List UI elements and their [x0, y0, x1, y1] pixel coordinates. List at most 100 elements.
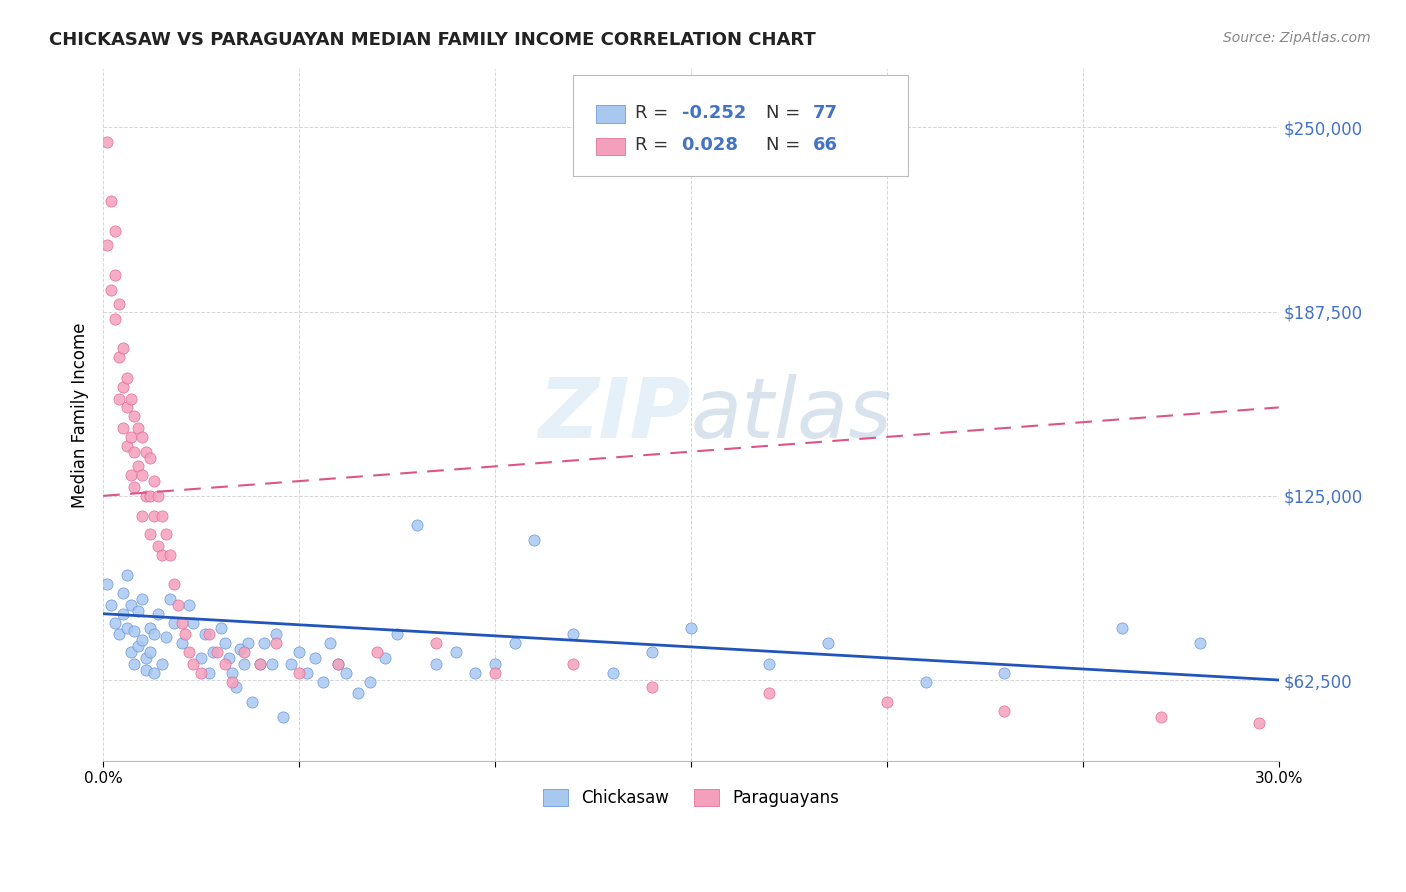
Text: ZIP: ZIP: [538, 375, 690, 455]
Point: [115, 401, 138, 415]
Point: [115, 439, 138, 453]
Point: [131, 633, 153, 648]
Point: [96, 238, 118, 252]
Point: [115, 622, 138, 636]
Point: [264, 636, 287, 650]
Text: R =: R =: [634, 103, 673, 122]
Point: [915, 674, 938, 689]
Point: [139, 450, 162, 465]
Text: 77: 77: [813, 103, 838, 122]
Point: [127, 421, 149, 435]
Point: [319, 636, 342, 650]
Point: [221, 665, 243, 680]
Point: [146, 539, 169, 553]
Point: [150, 548, 173, 562]
Point: [174, 627, 197, 641]
Point: [143, 509, 166, 524]
Point: [273, 710, 295, 724]
FancyBboxPatch shape: [596, 105, 626, 122]
Point: [641, 645, 664, 659]
Point: [120, 645, 142, 659]
Point: [218, 651, 240, 665]
Point: [111, 342, 134, 356]
Point: [179, 645, 201, 659]
Point: [876, 695, 898, 709]
Text: Source: ZipAtlas.com: Source: ZipAtlas.com: [1223, 31, 1371, 45]
Point: [1249, 715, 1271, 730]
Point: [104, 268, 127, 282]
Point: [124, 480, 146, 494]
Point: [993, 665, 1015, 680]
Point: [155, 527, 177, 541]
Point: [146, 489, 169, 503]
Point: [135, 489, 157, 503]
Point: [641, 681, 664, 695]
Point: [679, 622, 702, 636]
Text: 0.028: 0.028: [682, 136, 738, 154]
Point: [1189, 636, 1212, 650]
Point: [135, 651, 157, 665]
Point: [405, 518, 427, 533]
Point: [562, 657, 585, 671]
FancyBboxPatch shape: [574, 76, 908, 176]
Point: [127, 639, 149, 653]
Point: [503, 636, 526, 650]
Text: 66: 66: [813, 136, 838, 154]
Point: [225, 681, 247, 695]
Point: [107, 627, 129, 641]
Point: [1111, 622, 1133, 636]
Text: atlas: atlas: [690, 375, 893, 455]
Point: [120, 598, 142, 612]
Point: [198, 665, 221, 680]
Point: [135, 444, 157, 458]
Point: [288, 645, 311, 659]
Point: [139, 645, 162, 659]
Point: [163, 615, 186, 630]
Point: [311, 674, 333, 689]
Point: [120, 392, 142, 406]
Point: [131, 468, 153, 483]
Point: [201, 645, 224, 659]
Point: [328, 657, 350, 671]
Point: [139, 489, 162, 503]
Point: [198, 627, 221, 641]
Point: [124, 657, 146, 671]
Point: [179, 598, 201, 612]
Point: [104, 312, 127, 326]
Point: [425, 636, 447, 650]
Point: [758, 686, 780, 700]
Point: [131, 430, 153, 444]
Point: [181, 657, 204, 671]
Point: [100, 598, 122, 612]
Point: [194, 627, 217, 641]
Point: [347, 686, 370, 700]
Legend: Chickasaw, Paraguayans: Chickasaw, Paraguayans: [534, 780, 848, 815]
Point: [425, 657, 447, 671]
Point: [115, 568, 138, 582]
Point: [190, 651, 212, 665]
Text: CHICKASAW VS PARAGUAYAN MEDIAN FAMILY INCOME CORRELATION CHART: CHICKASAW VS PARAGUAYAN MEDIAN FAMILY IN…: [49, 31, 815, 49]
Y-axis label: Median Family Income: Median Family Income: [72, 322, 89, 508]
Point: [295, 665, 318, 680]
Point: [170, 615, 193, 630]
Point: [385, 627, 408, 641]
Point: [124, 444, 146, 458]
Point: [366, 645, 388, 659]
Point: [104, 615, 127, 630]
Point: [111, 607, 134, 621]
Point: [135, 663, 157, 677]
Text: N =: N =: [766, 136, 806, 154]
Point: [562, 627, 585, 641]
Point: [131, 509, 153, 524]
Point: [120, 430, 142, 444]
Point: [221, 674, 243, 689]
Point: [1150, 710, 1173, 724]
Point: [758, 657, 780, 671]
Point: [100, 283, 122, 297]
Point: [260, 657, 283, 671]
Point: [163, 577, 186, 591]
Point: [214, 636, 236, 650]
Point: [236, 636, 259, 650]
Point: [304, 651, 326, 665]
Text: N =: N =: [766, 103, 806, 122]
